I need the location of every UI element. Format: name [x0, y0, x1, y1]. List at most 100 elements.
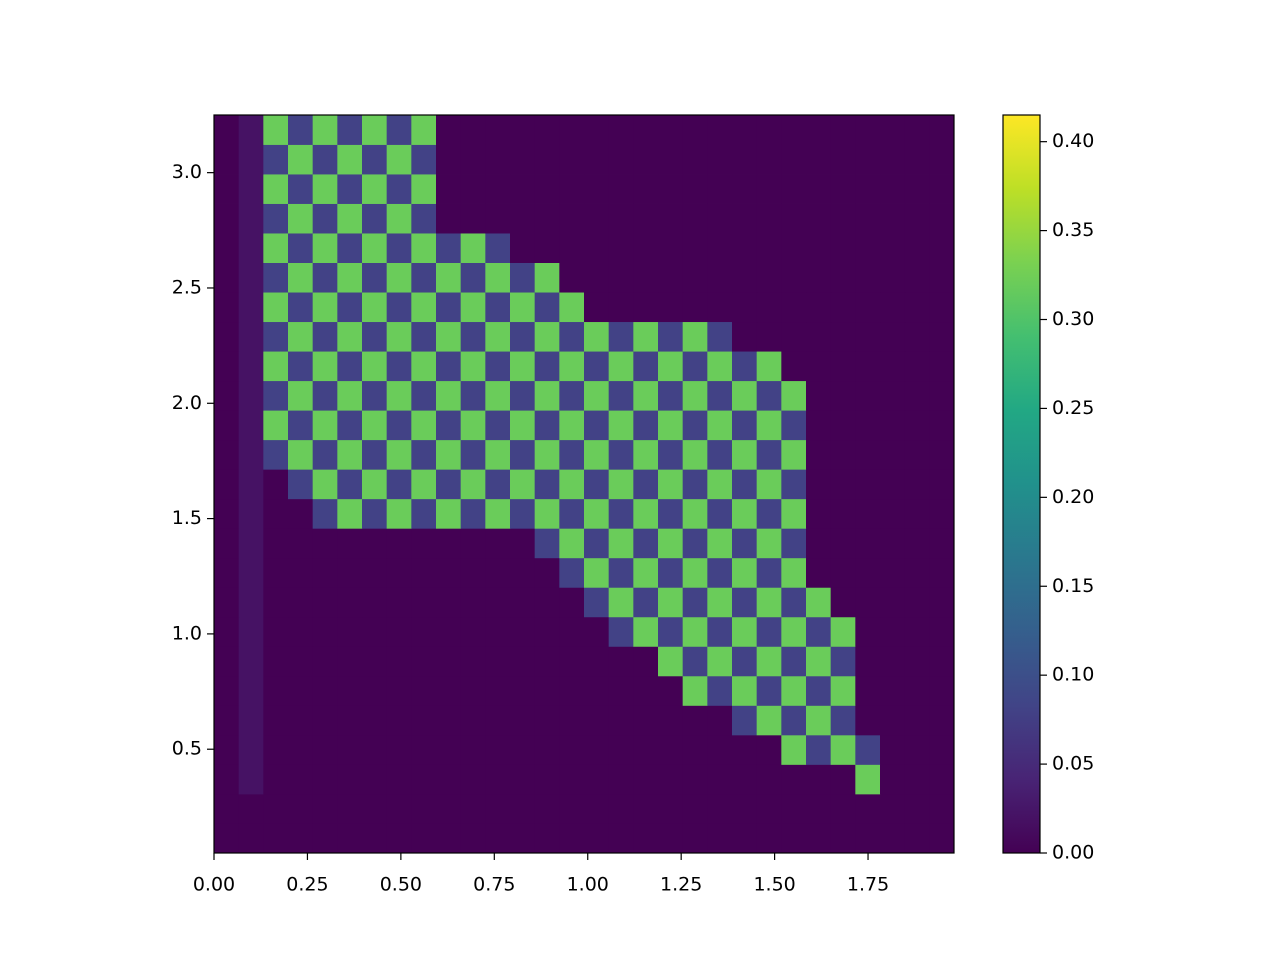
- cell: [337, 351, 363, 382]
- cell: [214, 528, 240, 559]
- x-tick-label: 0.25: [286, 874, 328, 896]
- cell: [781, 793, 807, 824]
- cell: [362, 262, 388, 293]
- cell: [707, 646, 733, 677]
- cell: [732, 203, 758, 234]
- cell: [263, 587, 289, 618]
- cell: [337, 469, 363, 500]
- cell: [288, 410, 314, 441]
- cell: [485, 764, 511, 795]
- cell: [584, 705, 610, 736]
- cell: [732, 587, 758, 618]
- cell: [263, 557, 289, 588]
- y-tick-label: 2.5: [172, 276, 202, 298]
- cell: [830, 793, 856, 824]
- cell: [608, 587, 634, 618]
- cell: [238, 616, 264, 647]
- cell: [584, 528, 610, 559]
- cell: [337, 646, 363, 677]
- cell: [904, 823, 930, 854]
- cell: [781, 528, 807, 559]
- cell: [288, 233, 314, 263]
- cell: [756, 734, 782, 765]
- cell: [288, 174, 314, 204]
- cell: [312, 705, 338, 736]
- cell: [436, 705, 462, 736]
- cell: [608, 380, 634, 411]
- cell: [880, 793, 906, 824]
- cell: [534, 616, 560, 647]
- cell: [732, 616, 758, 647]
- cell: [584, 262, 610, 293]
- cell: [460, 174, 486, 204]
- cell: [855, 292, 881, 323]
- cell: [214, 646, 240, 677]
- cell: [682, 115, 708, 145]
- cell: [781, 292, 807, 323]
- cell: [584, 793, 610, 824]
- cell: [929, 174, 955, 204]
- cell: [584, 321, 610, 352]
- cell: [362, 410, 388, 441]
- cell: [732, 174, 758, 204]
- cell: [781, 675, 807, 706]
- cell: [732, 823, 758, 854]
- cell: [682, 528, 708, 559]
- cell: [460, 380, 486, 411]
- cell: [756, 439, 782, 470]
- cell: [633, 439, 659, 470]
- cell: [534, 262, 560, 293]
- cell: [781, 380, 807, 411]
- cell: [436, 675, 462, 706]
- cell: [386, 646, 412, 677]
- cell: [510, 292, 536, 323]
- cell: [732, 528, 758, 559]
- cell: [559, 734, 585, 765]
- cell: [436, 380, 462, 411]
- colorbar-tick-label: 0.40: [1052, 130, 1094, 152]
- cell: [880, 203, 906, 234]
- cell: [288, 351, 314, 382]
- cell: [510, 734, 536, 765]
- cell: [633, 734, 659, 765]
- cell: [682, 764, 708, 795]
- cell: [510, 646, 536, 677]
- cell: [214, 380, 240, 411]
- cell: [214, 233, 240, 263]
- cell: [732, 793, 758, 824]
- cell: [806, 174, 832, 204]
- cell: [929, 528, 955, 559]
- cell: [510, 380, 536, 411]
- cell: [756, 557, 782, 588]
- cell: [214, 439, 240, 470]
- cell: [485, 469, 511, 500]
- cell: [510, 498, 536, 529]
- cell: [880, 705, 906, 736]
- cell: [658, 705, 684, 736]
- cell: [214, 321, 240, 352]
- cell: [584, 498, 610, 529]
- cell: [904, 292, 930, 323]
- cell: [460, 557, 486, 588]
- cell: [707, 174, 733, 204]
- cell: [238, 233, 264, 263]
- cell: [781, 587, 807, 618]
- cell: [781, 705, 807, 736]
- cell: [214, 705, 240, 736]
- cell: [460, 410, 486, 441]
- cell: [633, 321, 659, 352]
- cell: [312, 557, 338, 588]
- cell: [386, 292, 412, 323]
- cell: [436, 439, 462, 470]
- cell: [781, 321, 807, 352]
- cell: [806, 646, 832, 677]
- cell: [682, 203, 708, 234]
- cell: [707, 469, 733, 500]
- cell: [485, 144, 511, 175]
- cell: [880, 616, 906, 647]
- cell: [214, 410, 240, 441]
- cell: [904, 262, 930, 293]
- cell: [337, 734, 363, 765]
- cell: [411, 380, 437, 411]
- cell: [436, 233, 462, 263]
